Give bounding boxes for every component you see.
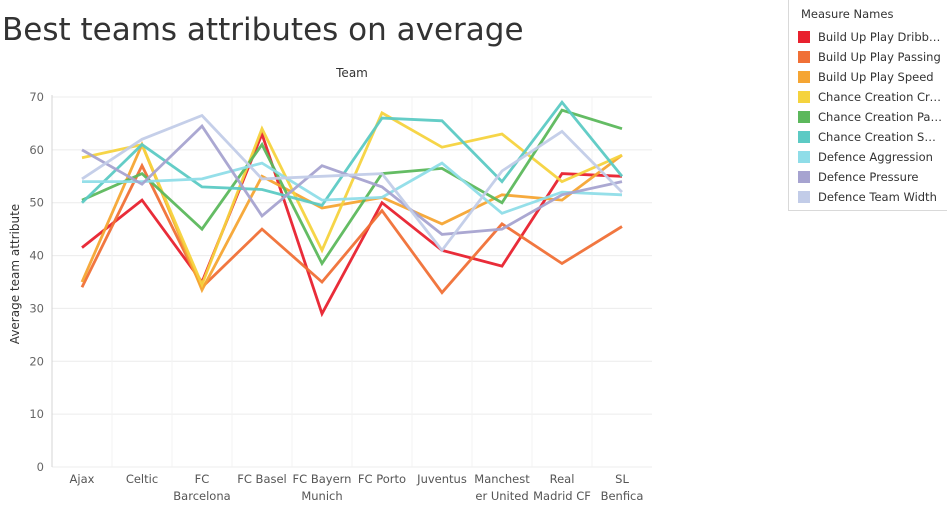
series-line	[81, 113, 623, 253]
legend-item[interactable]: Build Up Play Dribbli..	[789, 27, 947, 47]
legend-label: Defence Team Width	[818, 190, 937, 204]
legend-item[interactable]: Chance Creation Sho..	[789, 127, 947, 147]
x-tick-label: FC Barcelona	[173, 472, 230, 503]
legend-items: Build Up Play Dribbli.. Build Up Play Pas…	[789, 27, 947, 207]
legend-title: Measure Names	[801, 7, 894, 21]
legend-swatch	[798, 31, 810, 43]
x-tick-label: SL Benfica	[601, 472, 644, 503]
x-tick-label: Real Madrid CF	[533, 472, 591, 503]
y-tick-label: 40	[29, 249, 44, 263]
x-tick-label: FC Basel	[237, 472, 287, 486]
legend-swatch	[798, 111, 810, 123]
axis-layer: Team Average team attribute Ajax Celtic FC…	[8, 66, 643, 503]
legend-item[interactable]: Chance Creation Cro..	[789, 87, 947, 107]
y-tick-label: 50	[29, 196, 44, 210]
x-tick-label: Celtic	[126, 472, 158, 486]
legend-label: Chance Creation Pas..	[818, 110, 942, 124]
y-axis-label: Average team attribute	[8, 204, 22, 344]
legend-item[interactable]: Build Up Play Passing	[789, 47, 947, 67]
y-tick-label: 60	[29, 143, 44, 157]
legend-swatch	[798, 91, 810, 103]
y-tick-label: 70	[29, 90, 44, 104]
series-line	[81, 129, 623, 318]
legend-label: Build Up Play Passing	[818, 50, 941, 64]
grid-layer: 0 10 20 30 40 50 60 70	[29, 90, 652, 474]
legend-swatch	[798, 71, 810, 83]
legend-swatch	[798, 131, 810, 143]
series-line	[80, 162, 623, 295]
legend-swatch	[798, 191, 810, 203]
series-line	[81, 108, 623, 267]
legend-item[interactable]: Defence Aggression	[789, 147, 947, 167]
legend-label: Build Up Play Dribbli..	[818, 30, 942, 44]
y-tick-label: 20	[29, 354, 44, 368]
legend-label: Chance Creation Cro..	[818, 90, 942, 104]
x-tick-label: Ajax	[70, 472, 95, 486]
x-tick-label: FC Porto	[358, 472, 406, 486]
y-tick-label: 30	[29, 301, 44, 315]
x-tick-label: Juventus	[416, 472, 467, 486]
legend-item[interactable]: Build Up Play Speed	[789, 67, 947, 87]
legend: Measure Names Build Up Play Dribbli.. Bui…	[788, 0, 947, 211]
legend-swatch	[798, 51, 810, 63]
x-tick-label: FC Bayern Munich	[293, 472, 352, 503]
legend-label: Build Up Play Speed	[818, 70, 934, 84]
line-chart: 0 10 20 30 40 50 60 70 Team Average team attrib…	[8, 66, 652, 503]
y-tick-label: 0	[37, 460, 44, 474]
x-axis-header: Team	[335, 66, 368, 80]
legend-item[interactable]: Chance Creation Pas..	[789, 107, 947, 127]
legend-label: Defence Pressure	[818, 170, 919, 184]
series-line	[81, 100, 624, 208]
x-tick-label: Manchest er United	[474, 472, 530, 503]
legend-label: Defence Aggression	[818, 150, 933, 164]
y-tick-label: 10	[29, 407, 44, 421]
legend-item[interactable]: Defence Pressure	[789, 167, 947, 187]
series-layer	[80, 100, 624, 318]
chart-title: Best teams attributes on average	[2, 12, 524, 48]
legend-swatch	[798, 171, 810, 183]
legend-item[interactable]: Defence Team Width	[789, 187, 947, 207]
legend-swatch	[798, 151, 810, 163]
legend-label: Chance Creation Sho..	[818, 130, 942, 144]
series-line	[82, 161, 623, 215]
